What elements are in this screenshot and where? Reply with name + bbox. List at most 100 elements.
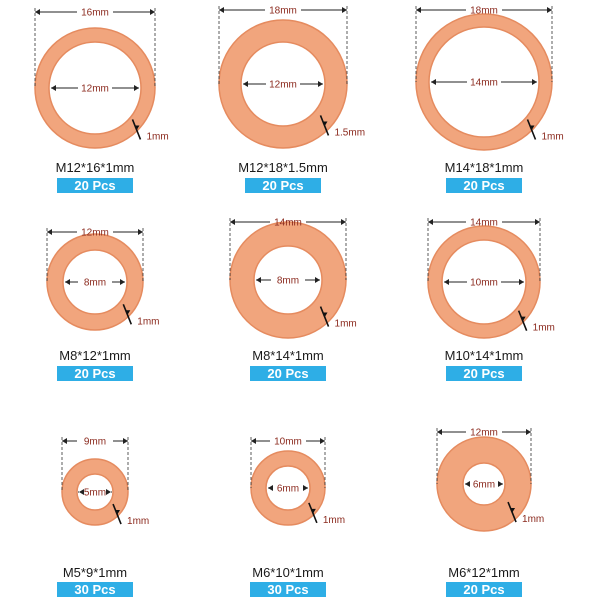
thickness-label: 1mm <box>533 323 555 334</box>
outer-diameter-label: 14mm <box>274 218 302 229</box>
thickness-arrow <box>125 310 131 316</box>
outer-arrow-right <box>138 229 143 235</box>
thickness-label: 1mm <box>127 516 149 527</box>
inner-arrow-left <box>268 485 273 491</box>
outer-arrow-left <box>62 438 67 444</box>
quantity-label: 20 Pcs <box>463 366 504 381</box>
outer-arrow-left <box>47 229 52 235</box>
outer-diameter-label: 10mm <box>274 437 302 448</box>
copper-washer <box>34 27 156 149</box>
outer-arrow-right <box>341 219 346 225</box>
outer-arrow-right <box>526 429 531 435</box>
inner-arrow-left <box>243 81 248 87</box>
washer-spec-label: M12*16*1mm <box>56 160 135 175</box>
copper-washer <box>427 225 541 339</box>
thickness-label: 1mm <box>335 319 357 330</box>
washer-item: 18mm 12mm 1.5mm M12*18*1.5mm 20 Pcs <box>218 6 365 193</box>
inner-arrow-left <box>51 85 56 91</box>
quantity-badge <box>57 582 133 597</box>
inner-arrow-right <box>303 485 308 491</box>
thickness-label: 1mm <box>522 514 544 525</box>
thickness-label: 1.5mm <box>334 127 365 138</box>
quantity-label: 20 Pcs <box>463 178 504 193</box>
washer-item: 10mm 6mm 1mm M6*10*1mm 30 Pcs <box>250 437 345 597</box>
outer-arrow-left <box>219 7 224 13</box>
quantity-badge <box>446 366 522 381</box>
inner-arrow-right <box>120 279 125 285</box>
quantity-label: 20 Pcs <box>262 178 303 193</box>
outer-arrow-left <box>416 7 421 13</box>
outer-diameter-label: 9mm <box>84 437 106 448</box>
inner-diameter-label: 14mm <box>470 78 498 89</box>
inner-arrow-right <box>318 81 323 87</box>
quantity-label: 30 Pcs <box>267 582 308 597</box>
washer-item: 16mm 12mm 1mm M12*16*1mm 20 Pcs <box>34 8 169 193</box>
quantity-badge <box>250 582 326 597</box>
thickness-arrow <box>520 316 526 322</box>
inner-arrow-left <box>465 481 470 487</box>
thickness-arrow <box>134 125 140 131</box>
inner-diameter-label: 8mm <box>277 276 299 287</box>
copper-washer <box>46 233 144 331</box>
outer-diameter-label: 12mm <box>470 428 498 439</box>
outer-arrow-left <box>35 9 40 15</box>
thickness-arrow <box>310 508 316 514</box>
inner-diameter-label: 6mm <box>473 480 495 491</box>
inner-arrow-left <box>65 279 70 285</box>
quantity-label: 20 Pcs <box>74 366 115 381</box>
thickness-arrow <box>115 510 121 516</box>
washer-item: 12mm 8mm 1mm M8*12*1mm 20 Pcs <box>46 228 160 381</box>
inner-arrow-left <box>79 489 84 495</box>
thickness-arrow <box>322 121 328 127</box>
washer-item: 14mm 8mm 1mm M8*14*1mm 20 Pcs <box>229 218 357 381</box>
thickness-arrow <box>510 508 516 514</box>
copper-washer <box>61 458 129 526</box>
inner-arrow-right <box>532 79 537 85</box>
inner-diameter-label: 12mm <box>81 84 109 95</box>
inner-diameter-label: 12mm <box>269 80 297 91</box>
washer-spec-label: M14*18*1mm <box>445 160 524 175</box>
outer-arrow-right <box>535 219 540 225</box>
washer-spec-label: M8*14*1mm <box>252 348 324 363</box>
quantity-label: 30 Pcs <box>74 582 115 597</box>
quantity-label: 20 Pcs <box>267 366 308 381</box>
inner-arrow-left <box>256 277 261 283</box>
outer-diameter-label: 12mm <box>81 228 109 239</box>
inner-diameter-label: 8mm <box>84 278 106 289</box>
quantity-badge <box>446 178 522 193</box>
thickness-label: 1mm <box>541 131 563 142</box>
washer-item: 9mm 5mm 1mm M5*9*1mm 30 Pcs <box>57 437 149 597</box>
outer-diameter-label: 18mm <box>470 6 498 17</box>
outer-arrow-left <box>428 219 433 225</box>
quantity-badge <box>250 366 326 381</box>
inner-arrow-left <box>431 79 436 85</box>
thickness-label: 1mm <box>323 515 345 526</box>
inner-diameter-label: 10mm <box>470 278 498 289</box>
outer-arrow-left <box>230 219 235 225</box>
inner-diameter-label: 5mm <box>84 488 106 499</box>
thickness-arrow <box>529 125 535 131</box>
inner-arrow-right <box>519 279 524 285</box>
washer-item: 14mm 10mm 1mm M10*14*1mm 20 Pcs <box>427 218 555 381</box>
washer-spec-label: M6*10*1mm <box>252 565 324 580</box>
washer-spec-label: M6*12*1mm <box>448 565 520 580</box>
inner-arrow-right <box>134 85 139 91</box>
quantity-badge <box>57 366 133 381</box>
quantity-badge <box>57 178 133 193</box>
inner-arrow-right <box>315 277 320 283</box>
quantity-label: 20 Pcs <box>74 178 115 193</box>
inner-arrow-right <box>106 489 111 495</box>
washer-item: 18mm 14mm 1mm M14*18*1mm 20 Pcs <box>415 6 564 193</box>
washer-item: 12mm 6mm 1mm M6*12*1mm 20 Pcs <box>436 428 544 597</box>
outer-diameter-label: 16mm <box>81 8 109 19</box>
outer-diameter-label: 14mm <box>470 218 498 229</box>
quantity-badge <box>446 582 522 597</box>
washer-spec-label: M5*9*1mm <box>63 565 127 580</box>
outer-arrow-right <box>150 9 155 15</box>
quantity-badge <box>245 178 321 193</box>
outer-arrow-right <box>123 438 128 444</box>
thickness-label: 1mm <box>137 316 159 327</box>
washer-spec-label: M12*18*1.5mm <box>238 160 328 175</box>
thickness-label: 1mm <box>146 131 168 142</box>
